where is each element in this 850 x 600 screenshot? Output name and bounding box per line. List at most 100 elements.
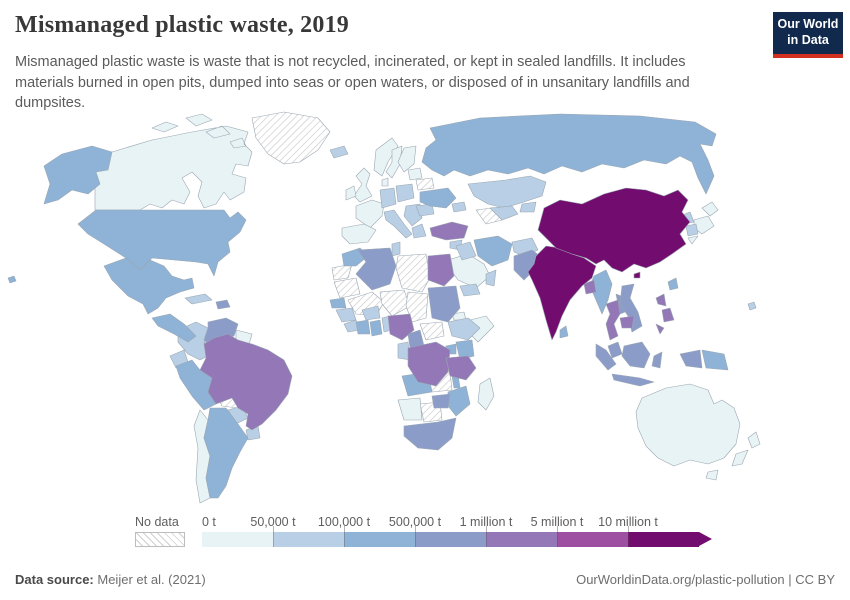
country-france[interactable] bbox=[355, 199, 385, 229]
country-oman[interactable] bbox=[485, 269, 497, 287]
country-russia[interactable] bbox=[421, 113, 717, 195]
country-taiwan[interactable] bbox=[667, 277, 679, 291]
country-malaysia[interactable] bbox=[607, 341, 623, 359]
country-argentina[interactable] bbox=[203, 407, 249, 499]
country-spain[interactable] bbox=[341, 223, 377, 245]
country-central-african-republic[interactable] bbox=[419, 321, 445, 341]
country-burkina-faso[interactable] bbox=[361, 305, 381, 321]
country-australia[interactable] bbox=[635, 383, 741, 481]
country-south-korea[interactable] bbox=[685, 223, 699, 237]
country-sweden[interactable] bbox=[385, 145, 403, 179]
license-link[interactable]: OurWorldinData.org/plastic-pollution | C… bbox=[576, 572, 835, 587]
country-thailand[interactable] bbox=[605, 299, 621, 341]
page-title: Mismanaged plastic waste, 2019 bbox=[15, 12, 349, 38]
owid-logo-line1: Our World bbox=[777, 17, 839, 32]
legend-bar-segment[interactable] bbox=[557, 532, 628, 547]
country-namibia[interactable] bbox=[397, 397, 423, 421]
country-belarus[interactable] bbox=[415, 177, 435, 191]
country-tanzania[interactable] bbox=[445, 355, 477, 381]
country-new-zealand[interactable] bbox=[731, 431, 761, 467]
country-ukraine[interactable] bbox=[419, 187, 457, 209]
country-fiji[interactable] bbox=[747, 301, 757, 311]
country-poland[interactable] bbox=[395, 183, 415, 203]
legend-bar-arrow bbox=[699, 532, 712, 546]
country-vietnam[interactable] bbox=[619, 283, 643, 333]
country-indonesia[interactable] bbox=[595, 341, 703, 387]
legend-bar-segment[interactable] bbox=[344, 532, 415, 547]
country-chad[interactable] bbox=[405, 291, 429, 323]
country-mexico[interactable] bbox=[103, 257, 195, 315]
country-bangladesh[interactable] bbox=[583, 279, 597, 295]
country-nigeria[interactable] bbox=[387, 313, 415, 341]
legend-bar-segment[interactable] bbox=[273, 532, 344, 547]
country-uzbekistan[interactable] bbox=[489, 205, 519, 221]
legend-bar-segment[interactable] bbox=[202, 532, 273, 547]
legend-tick-mark bbox=[415, 526, 416, 532]
country-lithuania[interactable] bbox=[407, 167, 423, 181]
legend-bar-segment[interactable] bbox=[486, 532, 557, 547]
country-kazakhstan[interactable] bbox=[467, 175, 547, 209]
country-iran[interactable] bbox=[473, 235, 513, 267]
country-cambodia[interactable] bbox=[619, 315, 635, 329]
country-niger[interactable] bbox=[379, 289, 411, 317]
country-zimbabwe[interactable] bbox=[431, 393, 451, 409]
legend-tick-label: 100,000 t bbox=[317, 515, 371, 529]
world-map[interactable] bbox=[0, 108, 850, 508]
country-sudan[interactable] bbox=[427, 285, 461, 323]
legend-bar-segment[interactable] bbox=[628, 532, 699, 547]
country-iraq[interactable] bbox=[455, 241, 477, 261]
country-madagascar[interactable] bbox=[477, 377, 495, 411]
country-kyrgyzstan[interactable] bbox=[519, 201, 537, 213]
country-germany[interactable] bbox=[379, 187, 397, 209]
country-united-kingdom[interactable] bbox=[353, 167, 373, 203]
country-denmark[interactable] bbox=[381, 177, 389, 187]
country-guinea[interactable] bbox=[335, 307, 357, 323]
country-canada[interactable] bbox=[94, 113, 253, 211]
legend-tick-label: 0 t bbox=[202, 515, 216, 529]
legend-tick-label: 50,000 t bbox=[250, 515, 296, 529]
country-yemen[interactable] bbox=[459, 283, 481, 297]
data-source-value: Meijer et al. (2021) bbox=[97, 572, 206, 587]
country-sri-lanka[interactable] bbox=[559, 325, 569, 339]
country-egypt[interactable] bbox=[427, 253, 455, 287]
owid-logo-accent-bar bbox=[773, 54, 843, 58]
legend-no-data-swatch[interactable] bbox=[135, 532, 185, 547]
country-dr-congo[interactable] bbox=[407, 341, 451, 387]
owid-logo[interactable]: Our World in Data bbox=[773, 12, 843, 58]
country-kenya[interactable] bbox=[455, 339, 475, 361]
country-algeria[interactable] bbox=[355, 247, 397, 291]
country-mozambique[interactable] bbox=[447, 385, 471, 417]
country-china[interactable] bbox=[537, 187, 691, 279]
country-cuba[interactable] bbox=[184, 293, 213, 305]
country-azerbaijan[interactable] bbox=[451, 201, 467, 213]
country-norway[interactable] bbox=[373, 137, 399, 177]
country-italy[interactable] bbox=[383, 209, 413, 239]
country-libya[interactable] bbox=[395, 253, 431, 293]
legend-no-data-label: No data bbox=[135, 515, 179, 529]
map-legend: No data 0 t 50,000 t 100,000 t 500,000 t 1 mi… bbox=[0, 514, 850, 556]
country-iceland[interactable] bbox=[329, 145, 349, 159]
country-turkey[interactable] bbox=[429, 221, 469, 241]
country-senegal[interactable] bbox=[329, 297, 347, 309]
legend-tick-label: 500,000 t bbox=[388, 515, 442, 529]
country-cote-d-ivoire[interactable] bbox=[355, 319, 371, 335]
country-western-sahara[interactable] bbox=[331, 263, 353, 281]
country-tunisia[interactable] bbox=[391, 241, 401, 257]
country-japan[interactable] bbox=[687, 201, 719, 245]
country-greenland[interactable] bbox=[251, 111, 331, 165]
country-ethiopia[interactable] bbox=[447, 317, 481, 341]
country-philippines[interactable] bbox=[655, 293, 675, 335]
country-guatemala[interactable] bbox=[151, 313, 197, 343]
country-papua-new-guinea[interactable] bbox=[701, 349, 729, 371]
legend-bar-segment[interactable] bbox=[415, 532, 486, 547]
country-brazil[interactable] bbox=[199, 333, 293, 431]
country-ghana[interactable] bbox=[369, 319, 383, 337]
country-greece[interactable] bbox=[411, 223, 427, 239]
legend-tick-label: 1 million t bbox=[459, 515, 513, 529]
country-finland[interactable] bbox=[397, 145, 417, 173]
country-mauritania[interactable] bbox=[333, 277, 361, 299]
country-ireland[interactable] bbox=[345, 185, 357, 201]
country-haiti[interactable] bbox=[215, 299, 231, 310]
country-south-africa[interactable] bbox=[403, 417, 457, 451]
legend-tick-label: 10 million t bbox=[598, 515, 658, 529]
